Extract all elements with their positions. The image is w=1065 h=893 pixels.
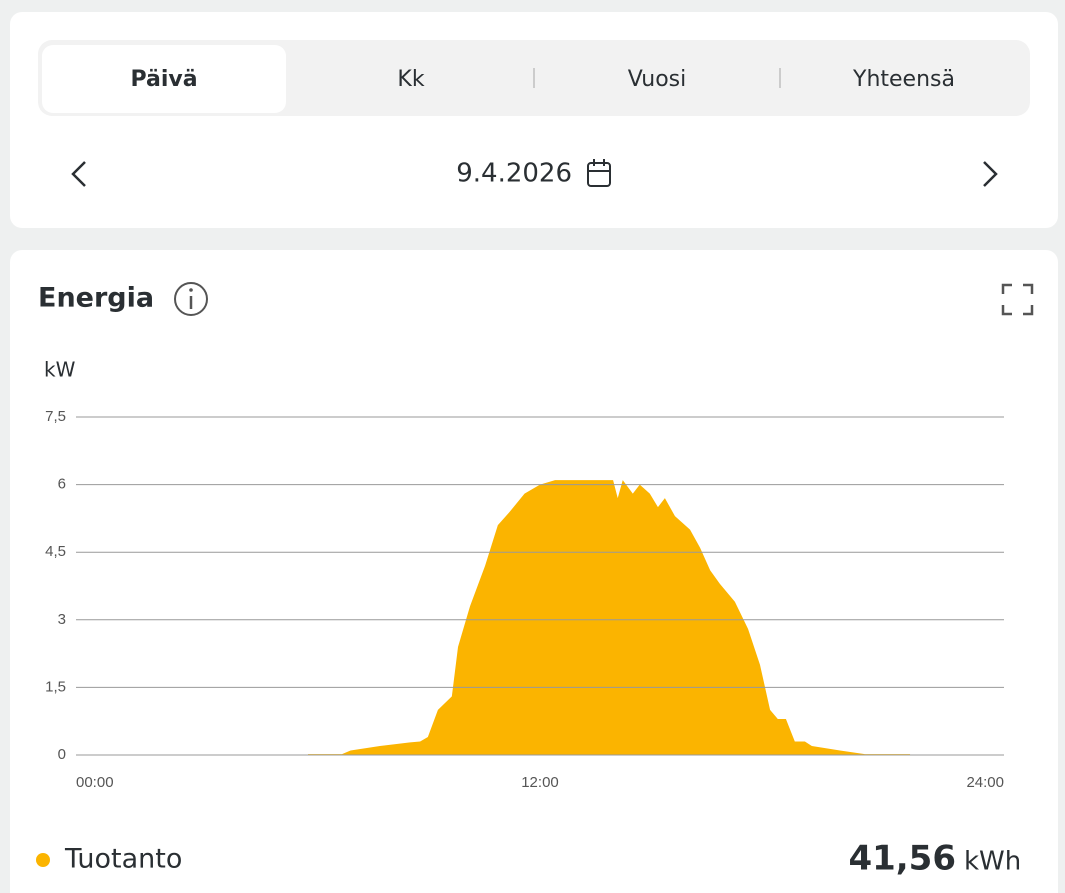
legend-dot	[36, 853, 50, 867]
total-unit: kWh	[964, 847, 1021, 877]
y-tick-label: 1,5	[45, 678, 66, 695]
y-tick-label: 6	[58, 476, 66, 493]
x-tick-label: 12:00	[521, 774, 559, 791]
y-tick-label: 7,5	[45, 408, 66, 425]
y-axis-label: kW	[44, 358, 76, 382]
date[interactable]: 9.4.2026	[456, 159, 572, 189]
next-button[interactable]	[983, 161, 998, 187]
tab[interactable]: Päivä	[130, 67, 197, 92]
info-icon[interactable]	[174, 282, 208, 316]
y-tick-label: 0	[58, 746, 66, 763]
x-tick-label: 00:00	[76, 774, 114, 791]
tab[interactable]: Vuosi	[628, 67, 687, 92]
y-tick-label: 3	[58, 611, 66, 628]
x-tick-label: 24:00	[966, 774, 1004, 791]
total-value: 41,56	[848, 839, 956, 879]
y-tick-label: 4,5	[45, 543, 66, 560]
tab[interactable]: Kk	[397, 67, 424, 92]
prev-button[interactable]	[71, 161, 86, 187]
tab-selected	[42, 45, 286, 113]
legend-label: Tuotanto	[64, 844, 182, 875]
calendar-icon[interactable]	[587, 159, 611, 187]
tab[interactable]: Yhteensä	[852, 67, 955, 92]
chart-title: Energia	[38, 283, 154, 314]
area	[308, 480, 911, 755]
fullscreen-button[interactable]	[1001, 283, 1034, 316]
